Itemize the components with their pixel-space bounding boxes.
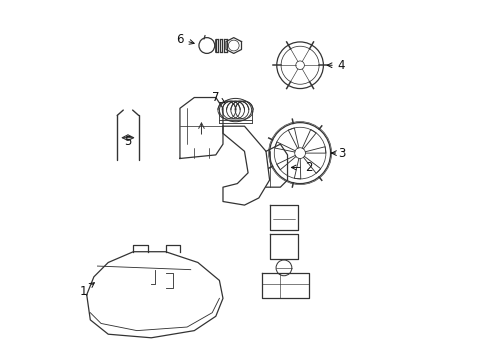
Text: 7: 7 bbox=[211, 91, 224, 104]
Text: 3: 3 bbox=[331, 147, 345, 159]
Ellipse shape bbox=[219, 98, 251, 122]
Text: 2: 2 bbox=[291, 161, 312, 174]
Text: 4: 4 bbox=[326, 59, 345, 72]
Text: 1: 1 bbox=[79, 283, 94, 298]
Text: 6: 6 bbox=[176, 32, 194, 46]
Text: 5: 5 bbox=[124, 135, 131, 148]
